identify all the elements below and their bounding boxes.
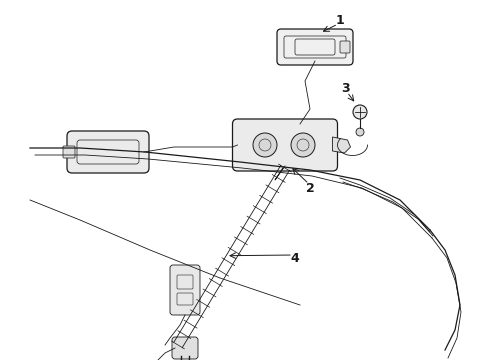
FancyBboxPatch shape <box>67 131 149 173</box>
FancyBboxPatch shape <box>170 265 200 315</box>
Circle shape <box>353 105 367 119</box>
Circle shape <box>356 128 364 136</box>
Circle shape <box>291 133 315 157</box>
FancyBboxPatch shape <box>277 29 353 65</box>
FancyBboxPatch shape <box>232 119 338 171</box>
Text: 3: 3 <box>341 81 349 95</box>
Polygon shape <box>333 137 350 153</box>
Circle shape <box>253 133 277 157</box>
Text: 2: 2 <box>306 181 315 194</box>
Text: 1: 1 <box>336 14 344 27</box>
FancyBboxPatch shape <box>340 41 350 53</box>
FancyBboxPatch shape <box>63 146 75 158</box>
FancyBboxPatch shape <box>172 337 198 359</box>
Text: 4: 4 <box>291 252 299 265</box>
